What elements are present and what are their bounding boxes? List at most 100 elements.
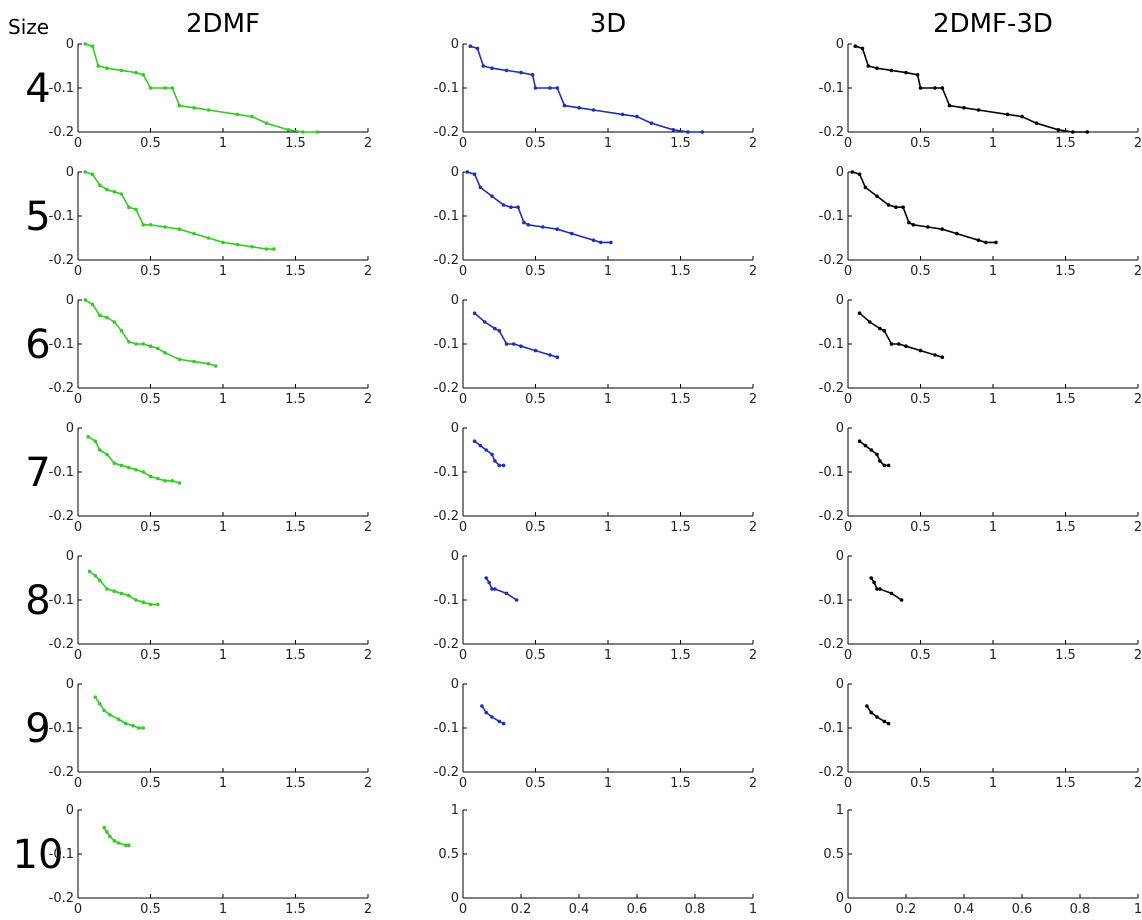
data-point bbox=[148, 344, 153, 349]
data-point bbox=[886, 721, 891, 726]
x-tick-label: 1 bbox=[219, 392, 227, 407]
y-tick-label: -0.1 bbox=[819, 465, 844, 480]
y-tick-label: -0.2 bbox=[49, 381, 74, 396]
data-point bbox=[609, 240, 613, 245]
data-point bbox=[127, 340, 131, 344]
data-point bbox=[112, 461, 117, 466]
y-tick-label: -0.2 bbox=[49, 765, 74, 780]
x-tick-label: 1 bbox=[604, 264, 612, 279]
x-tick-label: 0.6 bbox=[627, 902, 648, 917]
data-point bbox=[86, 435, 90, 439]
data-point bbox=[119, 68, 124, 73]
panel: 0 0.5 1 1.5 2 0 -0.1 -0.2 bbox=[819, 677, 1142, 791]
data-point bbox=[940, 355, 945, 360]
data-point bbox=[926, 225, 930, 229]
data-point bbox=[286, 128, 291, 132]
data-point bbox=[635, 114, 639, 119]
row-label: 8 bbox=[25, 578, 50, 624]
data-point bbox=[264, 247, 269, 251]
panel-grid: 0 0.5 1 1.5 20-0.1-0.20 0.5 1 1.5 20-0.1-0.20 0.5… bbox=[49, 37, 1142, 917]
data-point bbox=[105, 452, 109, 457]
row-header-size: Size bbox=[8, 15, 49, 39]
data-point bbox=[1071, 130, 1075, 134]
y-tick-label: -0.2 bbox=[49, 637, 74, 652]
data-point bbox=[112, 839, 117, 843]
x-tick-label: 1.5 bbox=[285, 520, 306, 535]
y-tick-label: -0.2 bbox=[819, 381, 844, 396]
data-point bbox=[119, 591, 124, 596]
data-point bbox=[112, 320, 117, 324]
data-point bbox=[472, 439, 477, 444]
data-point bbox=[98, 448, 102, 452]
x-tick-label: 0 bbox=[844, 902, 852, 917]
row-label: 7 bbox=[25, 450, 50, 496]
data-point bbox=[555, 355, 560, 360]
data-point bbox=[105, 587, 109, 591]
y-tick-label: -0.2 bbox=[49, 125, 74, 140]
data-point bbox=[484, 448, 489, 452]
y-tick-label: 0 bbox=[66, 677, 74, 692]
data-point bbox=[93, 439, 98, 444]
series-line bbox=[85, 43, 318, 133]
data-point bbox=[947, 103, 952, 108]
x-tick-label: 1 bbox=[989, 520, 997, 535]
data-point bbox=[206, 236, 211, 240]
data-point bbox=[509, 205, 513, 209]
data-point bbox=[497, 463, 502, 468]
x-tick-label: 2 bbox=[364, 902, 372, 917]
data-point bbox=[108, 834, 112, 839]
data-point bbox=[1020, 114, 1024, 119]
data-point bbox=[112, 190, 117, 194]
panel: 0 0.5 1 1.5 2 0 -0.1 -0.2 bbox=[819, 37, 1142, 151]
x-tick-label: 0 bbox=[844, 776, 852, 791]
series-line bbox=[87, 436, 180, 484]
data-point bbox=[490, 194, 494, 198]
panel: 0 0.5 1 1.5 2 0 -0.1 -0.2 bbox=[434, 677, 758, 791]
panel: 0 0.5 1 1.5 2 0 -0.1 -0.2 bbox=[434, 165, 758, 279]
data-point bbox=[127, 593, 131, 598]
y-tick-label: 0 bbox=[451, 293, 459, 308]
x-tick-label: 1.5 bbox=[285, 136, 306, 151]
data-point bbox=[591, 108, 596, 112]
data-point bbox=[875, 452, 879, 457]
data-point bbox=[889, 68, 894, 73]
data-point bbox=[127, 205, 131, 209]
x-tick-label: 0.5 bbox=[525, 520, 546, 535]
panel: 0 0.5 1 1.5 2 0 -0.1 -0.2 bbox=[819, 165, 1142, 279]
series-line bbox=[89, 570, 158, 606]
y-tick-label: -0.1 bbox=[819, 721, 844, 736]
data-point bbox=[156, 476, 160, 481]
data-point bbox=[962, 106, 966, 110]
data-point bbox=[105, 187, 109, 192]
data-point bbox=[886, 203, 891, 207]
x-tick-label: 1.5 bbox=[1055, 776, 1076, 791]
x-tick-label: 0.5 bbox=[525, 136, 546, 151]
x-tick-label: 2 bbox=[749, 776, 757, 791]
data-point bbox=[301, 130, 305, 134]
x-tick-label: 2 bbox=[1134, 264, 1142, 279]
data-point bbox=[96, 64, 101, 68]
data-point bbox=[475, 46, 480, 51]
row-label: 6 bbox=[25, 322, 50, 368]
data-point bbox=[214, 364, 218, 368]
y-tick-label: -0.2 bbox=[434, 509, 459, 524]
data-point bbox=[686, 130, 690, 134]
data-point bbox=[163, 351, 167, 355]
data-point bbox=[497, 329, 502, 333]
series-line bbox=[84, 299, 217, 367]
data-point bbox=[577, 106, 581, 110]
column-title: 2DMF bbox=[186, 9, 260, 39]
x-tick-label: 0.5 bbox=[140, 136, 161, 151]
data-point bbox=[863, 185, 868, 190]
series-line bbox=[467, 171, 611, 244]
data-point bbox=[112, 589, 117, 593]
x-tick-label: 0.4 bbox=[954, 902, 975, 917]
data-point bbox=[984, 240, 988, 245]
x-tick-label: 2 bbox=[1134, 776, 1142, 791]
data-point bbox=[119, 329, 124, 333]
data-point bbox=[83, 170, 88, 174]
x-tick-label: 0.5 bbox=[140, 520, 161, 535]
y-tick-label: -0.2 bbox=[49, 509, 74, 524]
data-point bbox=[875, 194, 879, 198]
x-tick-label: 1.5 bbox=[670, 264, 691, 279]
